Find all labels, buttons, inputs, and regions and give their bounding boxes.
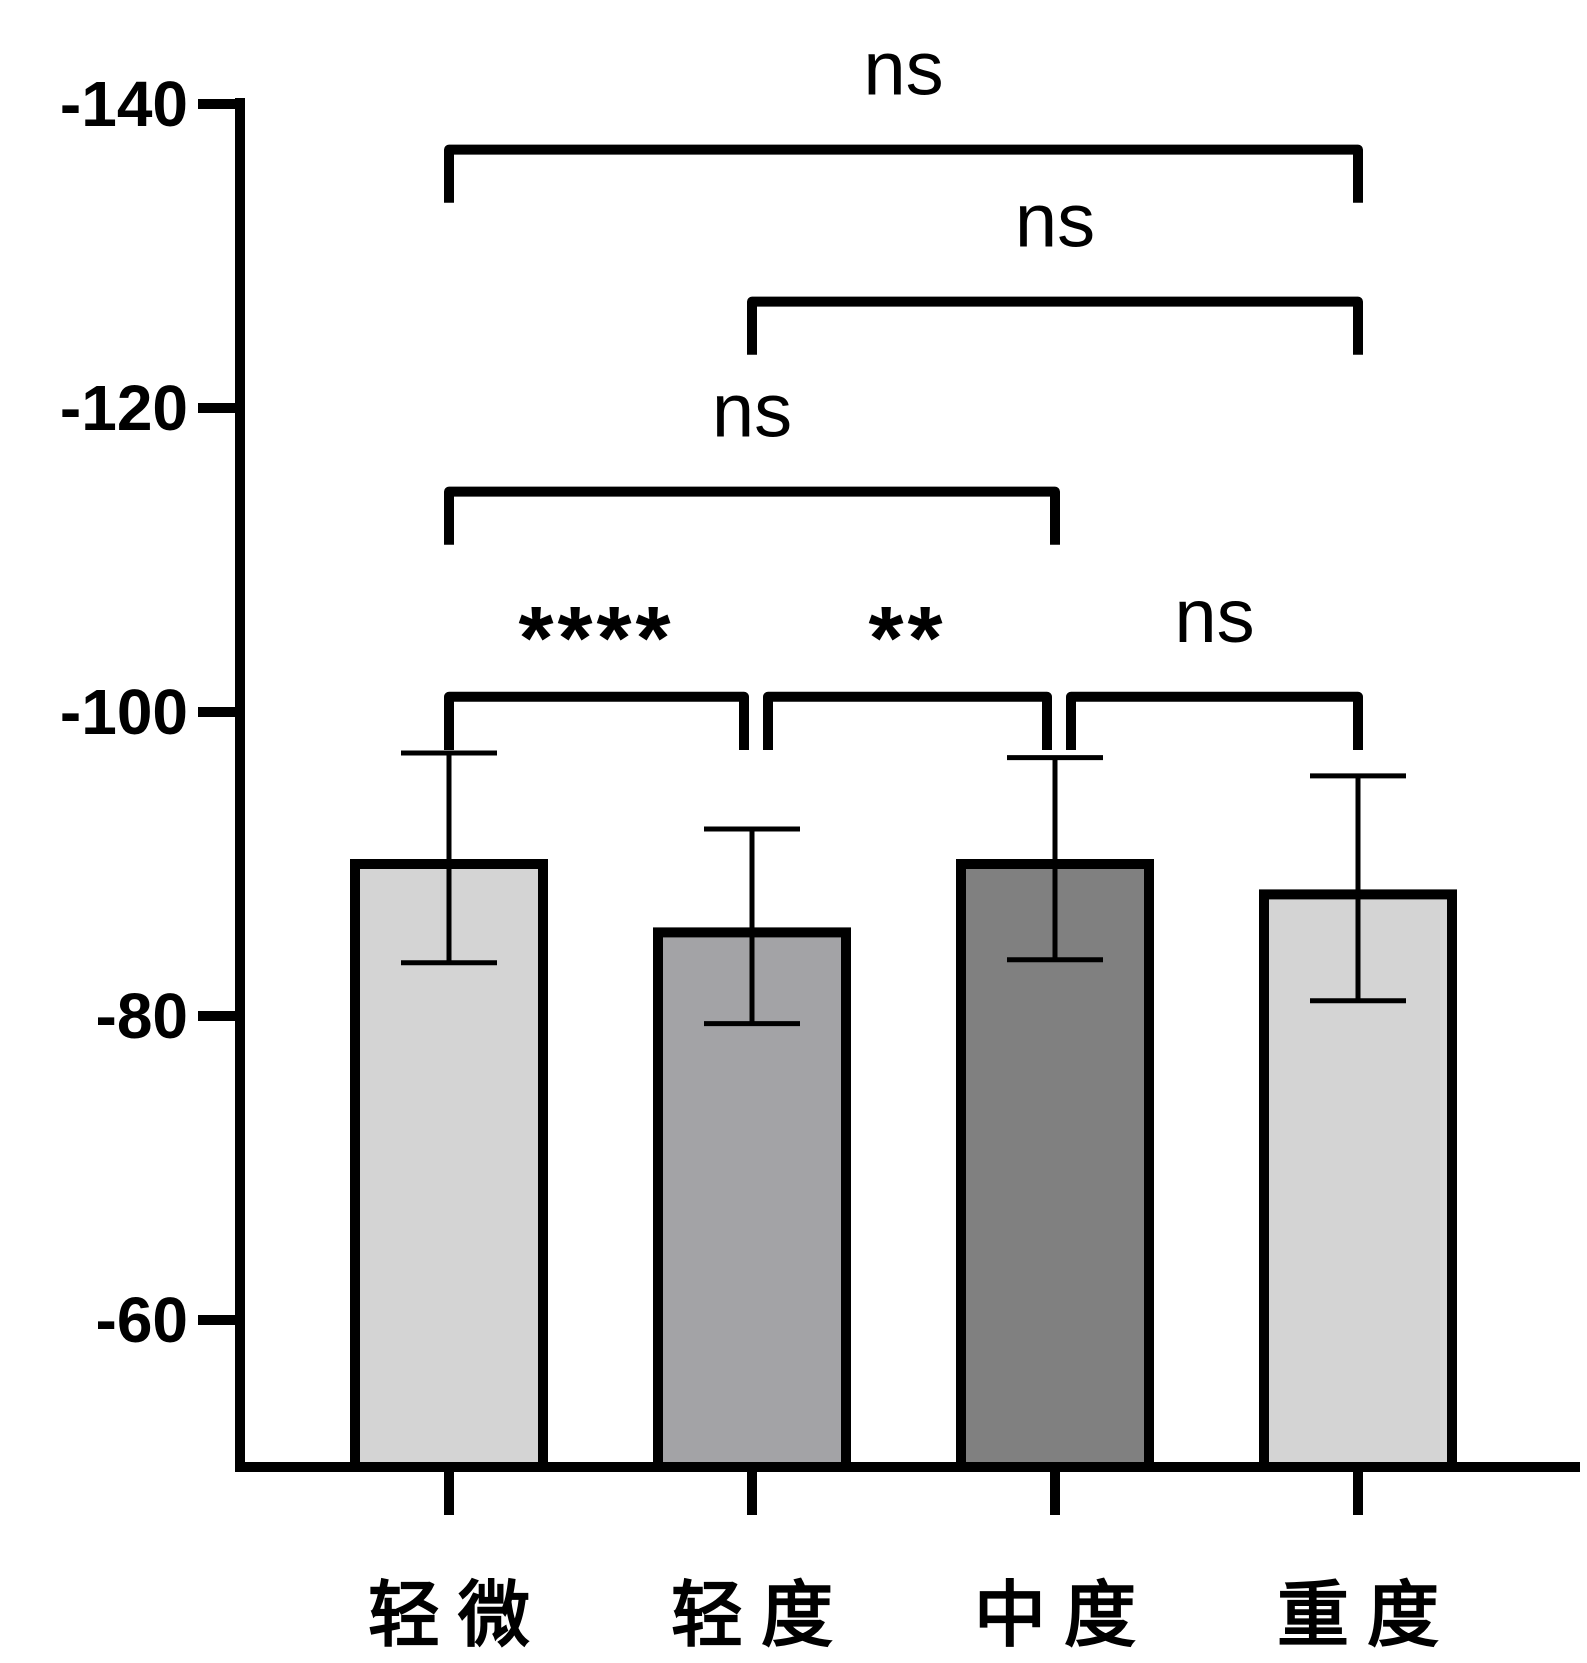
x-category-label: 轻微 <box>368 1573 548 1657</box>
significance-label: ** <box>868 589 946 689</box>
y-tick-label: -80 <box>96 980 189 1052</box>
bracket-line <box>444 691 749 750</box>
error-bar-2 <box>704 826 800 1027</box>
bracket-line <box>444 144 1363 203</box>
y-tick-label: -140 <box>60 68 188 140</box>
y-tick-label: -100 <box>60 676 188 748</box>
significance-bracket-2: ** <box>763 589 1052 750</box>
error-bar-3 <box>1007 755 1103 963</box>
bar-4 <box>1259 889 1457 1472</box>
y-ticks-layer: -60 -80 -100 -120 -140 <box>60 68 240 1356</box>
significance-label: ns <box>863 27 943 112</box>
y-tick-label: -60 <box>96 1284 189 1356</box>
significance-bracket-4: ns <box>444 369 1060 545</box>
bracket-line <box>1066 691 1363 750</box>
error-bars-layer <box>401 750 1406 1027</box>
significance-bracket-6: ns <box>444 27 1363 203</box>
bracket-line <box>763 691 1052 750</box>
x-category-label: 重度 <box>1277 1573 1457 1657</box>
bars-layer <box>350 859 1457 1472</box>
x-category-label: 中度 <box>974 1573 1154 1657</box>
error-bar-4 <box>1310 773 1406 1004</box>
x-ticks-layer: 轻微 轻度 中度 重度 <box>368 1467 1457 1657</box>
error-bar-1 <box>401 750 497 966</box>
significance-bracket-5: ns <box>747 179 1363 355</box>
x-category-label: 轻度 <box>671 1573 851 1657</box>
significance-label: **** <box>518 589 674 689</box>
significance-bracket-1: **** <box>444 589 749 750</box>
significance-bracket-3: ns <box>1066 574 1363 750</box>
bracket-line <box>747 296 1363 355</box>
significance-label: ns <box>1015 179 1095 264</box>
significance-label: ns <box>1174 574 1254 659</box>
bracket-line <box>444 486 1060 545</box>
significance-label: ns <box>712 369 792 454</box>
y-tick-label: -120 <box>60 372 188 444</box>
